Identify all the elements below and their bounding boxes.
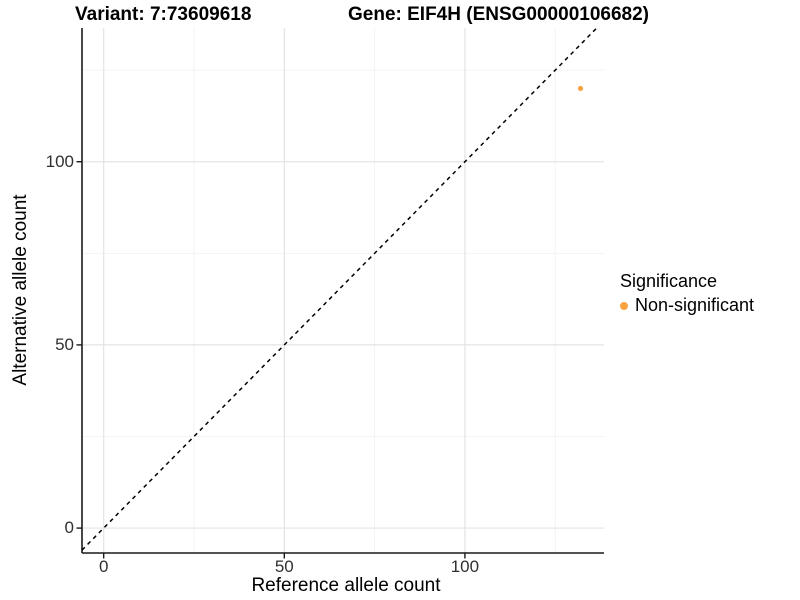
y-tick-label: 0: [64, 518, 74, 538]
x-tick-label: 50: [274, 557, 294, 576]
plot-title-variant: Variant: 7:73609618: [75, 4, 252, 25]
legend-item-label: Non-significant: [635, 295, 755, 315]
identity-dashed-line: [81, 27, 598, 551]
legend-title: Significance: [620, 271, 718, 291]
legend: Significance Non-significant: [620, 271, 754, 316]
y-tick-label: 50: [55, 334, 74, 354]
x-tick-label: 0: [98, 557, 109, 576]
legend-item: Non-significant: [620, 295, 754, 316]
x-tick-label: 100: [450, 557, 480, 576]
y-axis-label: Alternative allele count: [10, 194, 31, 386]
plot-title-gene: Gene: EIF4H (ENSG00000106682): [348, 4, 649, 25]
x-axis-label: Reference allele count: [251, 575, 441, 596]
legend-point-icon: [620, 301, 628, 310]
y-tick-label: 100: [45, 151, 74, 171]
data-point: [577, 85, 584, 92]
